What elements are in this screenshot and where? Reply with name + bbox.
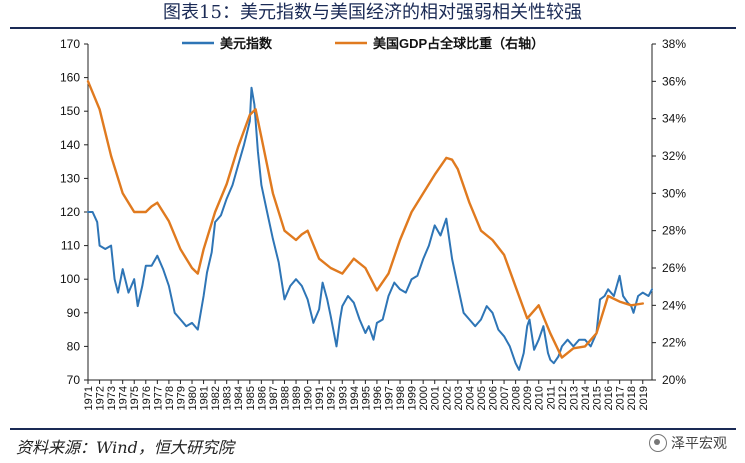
x-tick-label: 1996 (372, 386, 384, 410)
x-tick-label: 1989 (291, 386, 303, 410)
legend: 美元指数 美国GDP占全球比重（右轴） (182, 36, 544, 51)
right-tick-label: 30% (662, 186, 686, 200)
x-tick-label: 2004 (464, 386, 476, 410)
x-tick-label: 1995 (360, 386, 372, 410)
x-tick-label: 1998 (395, 386, 407, 410)
x-tick-label: 1978 (164, 386, 176, 410)
left-tick-label: 120 (60, 205, 80, 219)
x-tick-label: 1972 (95, 386, 107, 410)
x-tick-label: 1986 (256, 386, 268, 410)
x-tick-label: 2000 (418, 386, 430, 410)
x-tick-label: 1997 (383, 386, 395, 410)
title-rule (10, 27, 736, 29)
x-tick-label: 2017 (615, 386, 627, 410)
x-tick-label: 1977 (152, 386, 164, 410)
left-tick-label: 150 (60, 104, 80, 118)
series-lines (86, 80, 653, 371)
x-tick-label: 1983 (222, 386, 234, 410)
chart-svg: 70 80 90 100 110 120 130 140 150 160 170 20% 22% 24% 2… (60, 36, 686, 410)
x-tick-label: 1990 (303, 386, 315, 410)
x-tick-label: 2013 (568, 386, 580, 410)
legend-label: 美元指数 (220, 36, 273, 51)
x-tick-label: 1984 (233, 386, 245, 410)
right-tick-label: 26% (662, 261, 686, 275)
x-tick-label: 2005 (476, 386, 488, 410)
x-tick-label: 1991 (314, 386, 326, 410)
right-tick-label: 34% (662, 112, 686, 126)
x-tick-label: 1981 (199, 386, 211, 410)
source-note: 资料来源：Wind，恒大研究院 (16, 438, 234, 457)
x-tick-label: 2007 (499, 386, 511, 410)
right-tick-label: 20% (662, 373, 686, 387)
x-tick-label: 2011 (545, 386, 557, 410)
left-tick-label: 130 (60, 171, 80, 185)
axes: 70 80 90 100 110 120 130 140 150 160 170 20% 22% 24% 2… (60, 37, 686, 410)
legend-label: 美国GDP占全球比重（右轴） (373, 36, 544, 51)
x-tick-label: 1992 (326, 386, 338, 410)
x-tick-label: 2014 (580, 386, 592, 410)
x-tick-label: 2010 (534, 386, 546, 410)
right-tick-label: 22% (662, 336, 686, 350)
left-tick-label: 160 (60, 71, 80, 85)
x-tick-label: 1985 (245, 386, 257, 410)
x-tick-label: 1973 (106, 386, 118, 410)
left-tick-label: 140 (60, 138, 80, 152)
left-tick-label: 80 (67, 339, 81, 353)
right-tick-label: 32% (662, 149, 686, 163)
x-tick-label: 1974 (118, 386, 130, 410)
x-tick-label: 2006 (488, 386, 500, 410)
x-tick-label: 2002 (441, 386, 453, 410)
x-tick-label: 1999 (407, 386, 419, 410)
x-tick-label: 1980 (187, 386, 199, 410)
x-tick-label: 2015 (592, 386, 604, 410)
x-tick-label: 1975 (129, 386, 141, 410)
right-tick-label: 28% (662, 224, 686, 238)
x-tick-label: 1979 (175, 386, 187, 410)
left-tick-label: 90 (67, 306, 81, 320)
left-tick-label: 110 (61, 239, 80, 253)
x-tick-label: 1971 (83, 386, 95, 410)
left-tick-label: 100 (60, 272, 80, 286)
x-tick-label: 1982 (210, 386, 222, 410)
left-tick-label: 70 (67, 373, 81, 387)
chart-title: 图表15：美元指数与美国经济的相对强弱相关性较强 (163, 2, 582, 23)
chart-area: 70 80 90 100 110 120 130 140 150 160 170 20% 22% 24% 2… (0, 29, 745, 427)
x-tick-label: 2001 (430, 386, 442, 410)
x-tick-label: 1994 (349, 386, 361, 410)
source-rule (10, 428, 736, 430)
x-tick-label: 2009 (522, 386, 534, 410)
x-tick-label: 1993 (337, 386, 349, 410)
wechat-logo-icon (649, 434, 667, 452)
watermark: 泽平宏观 (649, 433, 727, 453)
x-tick-label: 2016 (603, 386, 615, 410)
right-tick-label: 36% (662, 74, 686, 88)
x-tick-label: 2019 (638, 386, 650, 410)
x-tick-label: 2003 (453, 386, 465, 410)
x-tick-label: 2018 (626, 386, 638, 410)
x-tick-label: 1988 (279, 386, 291, 410)
right-tick-label: 38% (662, 37, 686, 51)
left-tick-label: 170 (60, 37, 80, 51)
gdp-share-line (86, 80, 644, 359)
watermark-text: 泽平宏观 (671, 436, 727, 452)
x-tick-label: 1976 (141, 386, 153, 410)
x-tick-label: 2012 (557, 386, 569, 410)
right-tick-label: 24% (662, 298, 686, 312)
x-tick-label: 2008 (511, 386, 523, 410)
x-tick-label: 1987 (268, 386, 280, 410)
usd-index-line (87, 86, 653, 371)
